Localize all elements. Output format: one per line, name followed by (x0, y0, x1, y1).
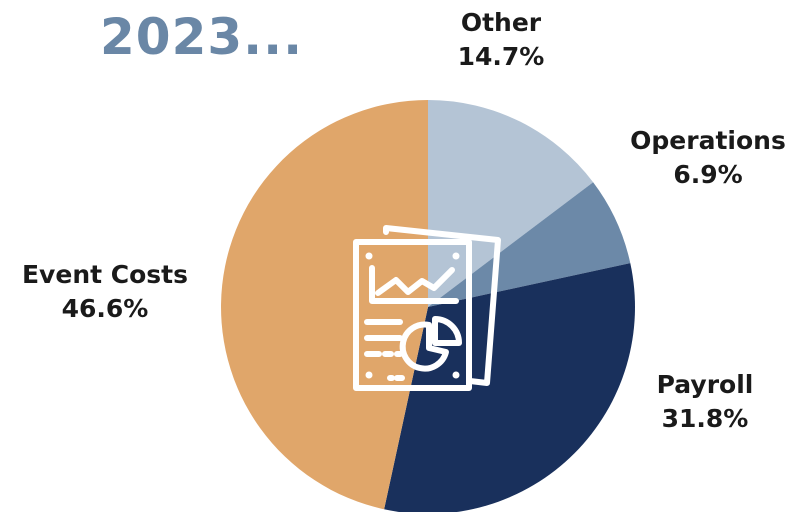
slice-label-other: Other 14.7% (438, 6, 564, 74)
slice-percent-other: 14.7% (457, 42, 545, 71)
slice-name-payroll: Payroll (656, 370, 754, 399)
slice-label-event-costs: Event Costs 46.6% (0, 258, 210, 326)
pie-slice-event-costs (221, 100, 428, 510)
slice-name-event-costs: Event Costs (21, 260, 188, 289)
pie-slice-operations (428, 182, 631, 307)
slice-percent-event-costs: 46.6% (61, 294, 149, 323)
slice-percent-operations: 6.9% (673, 160, 743, 189)
slice-percent-payroll: 31.8% (661, 404, 749, 433)
slice-label-operations: Operations 6.9% (606, 124, 810, 192)
slice-name-other: Other (460, 8, 542, 37)
pie-slices (221, 100, 635, 512)
slice-label-payroll: Payroll 31.8% (640, 368, 770, 436)
report-chart-icon (353, 225, 501, 391)
chart-title: 2023... (100, 8, 304, 66)
slice-name-operations: Operations (630, 126, 786, 155)
